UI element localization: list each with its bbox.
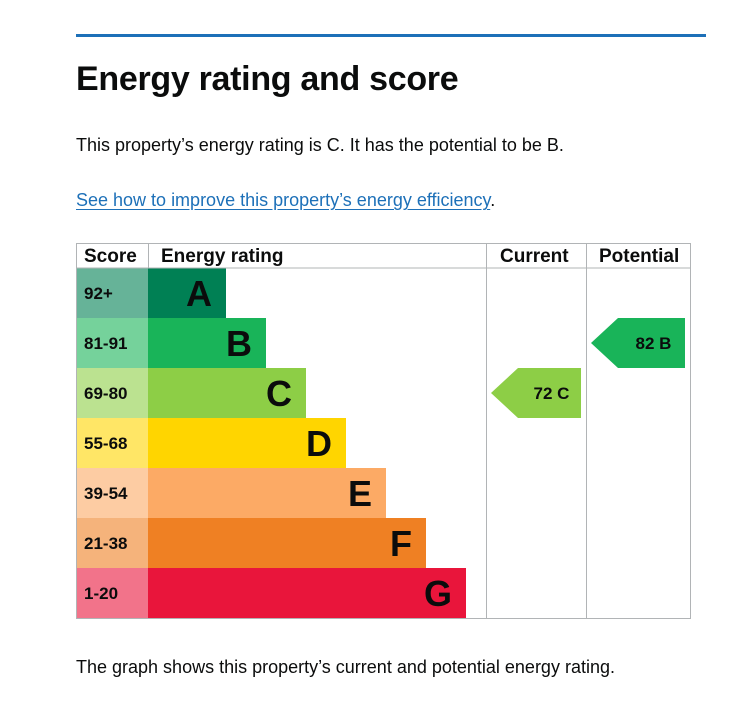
chart-border: [76, 243, 691, 619]
score-range-a: 92+: [84, 284, 113, 303]
score-cell-f: [76, 518, 148, 568]
rating-letter-g: G: [424, 573, 452, 614]
page-title: Energy rating and score: [76, 60, 459, 98]
link-suffix: .: [490, 190, 496, 210]
column-header-energy-rating: Energy rating: [161, 246, 283, 267]
rating-summary: This property’s energy rating is C. It h…: [76, 135, 564, 155]
score-range-d: 55-68: [84, 434, 127, 453]
graph-caption: The graph shows this property’s current …: [76, 657, 615, 677]
rating-letter-c: C: [266, 373, 292, 414]
score-cell-e: [76, 468, 148, 518]
rating-bar-f: [148, 518, 426, 568]
improve-link-line: See how to improve this property’s energ…: [76, 190, 495, 211]
score-cell-c: [76, 368, 148, 418]
column-header-score: Score: [84, 246, 137, 267]
rating-letter-f: F: [390, 523, 412, 564]
rating-bar-d: [148, 418, 346, 468]
score-range-f: 21-38: [84, 534, 127, 553]
current-rating-arrow: [491, 368, 581, 418]
rating-letter-d: D: [306, 423, 332, 464]
top-rule: [76, 34, 706, 37]
column-header-current: Current: [500, 246, 569, 267]
score-range-e: 39-54: [84, 484, 128, 503]
rating-letter-a: A: [186, 273, 212, 314]
rating-letter-b: B: [226, 323, 252, 364]
rating-bar-g: [148, 568, 466, 618]
rating-bar-c: [148, 368, 306, 418]
score-range-b: 81-91: [84, 334, 127, 353]
improve-efficiency-link[interactable]: See how to improve this property’s energ…: [76, 190, 491, 210]
score-range-c: 69-80: [84, 384, 127, 403]
column-header-potential: Potential: [599, 246, 679, 267]
score-cell-g: [76, 568, 148, 618]
score-cell-a: [76, 268, 148, 318]
score-cell-b: [76, 318, 148, 368]
rating-letter-e: E: [348, 473, 372, 514]
rating-bar-e: [148, 468, 386, 518]
potential-rating-label: 82 B: [636, 334, 672, 353]
rating-bar-b: [148, 318, 266, 368]
current-rating-label: 72 C: [534, 384, 570, 403]
score-cell-d: [76, 418, 148, 468]
potential-rating-arrow: [591, 318, 685, 368]
score-range-g: 1-20: [84, 584, 118, 603]
rating-bar-a: [148, 268, 226, 318]
